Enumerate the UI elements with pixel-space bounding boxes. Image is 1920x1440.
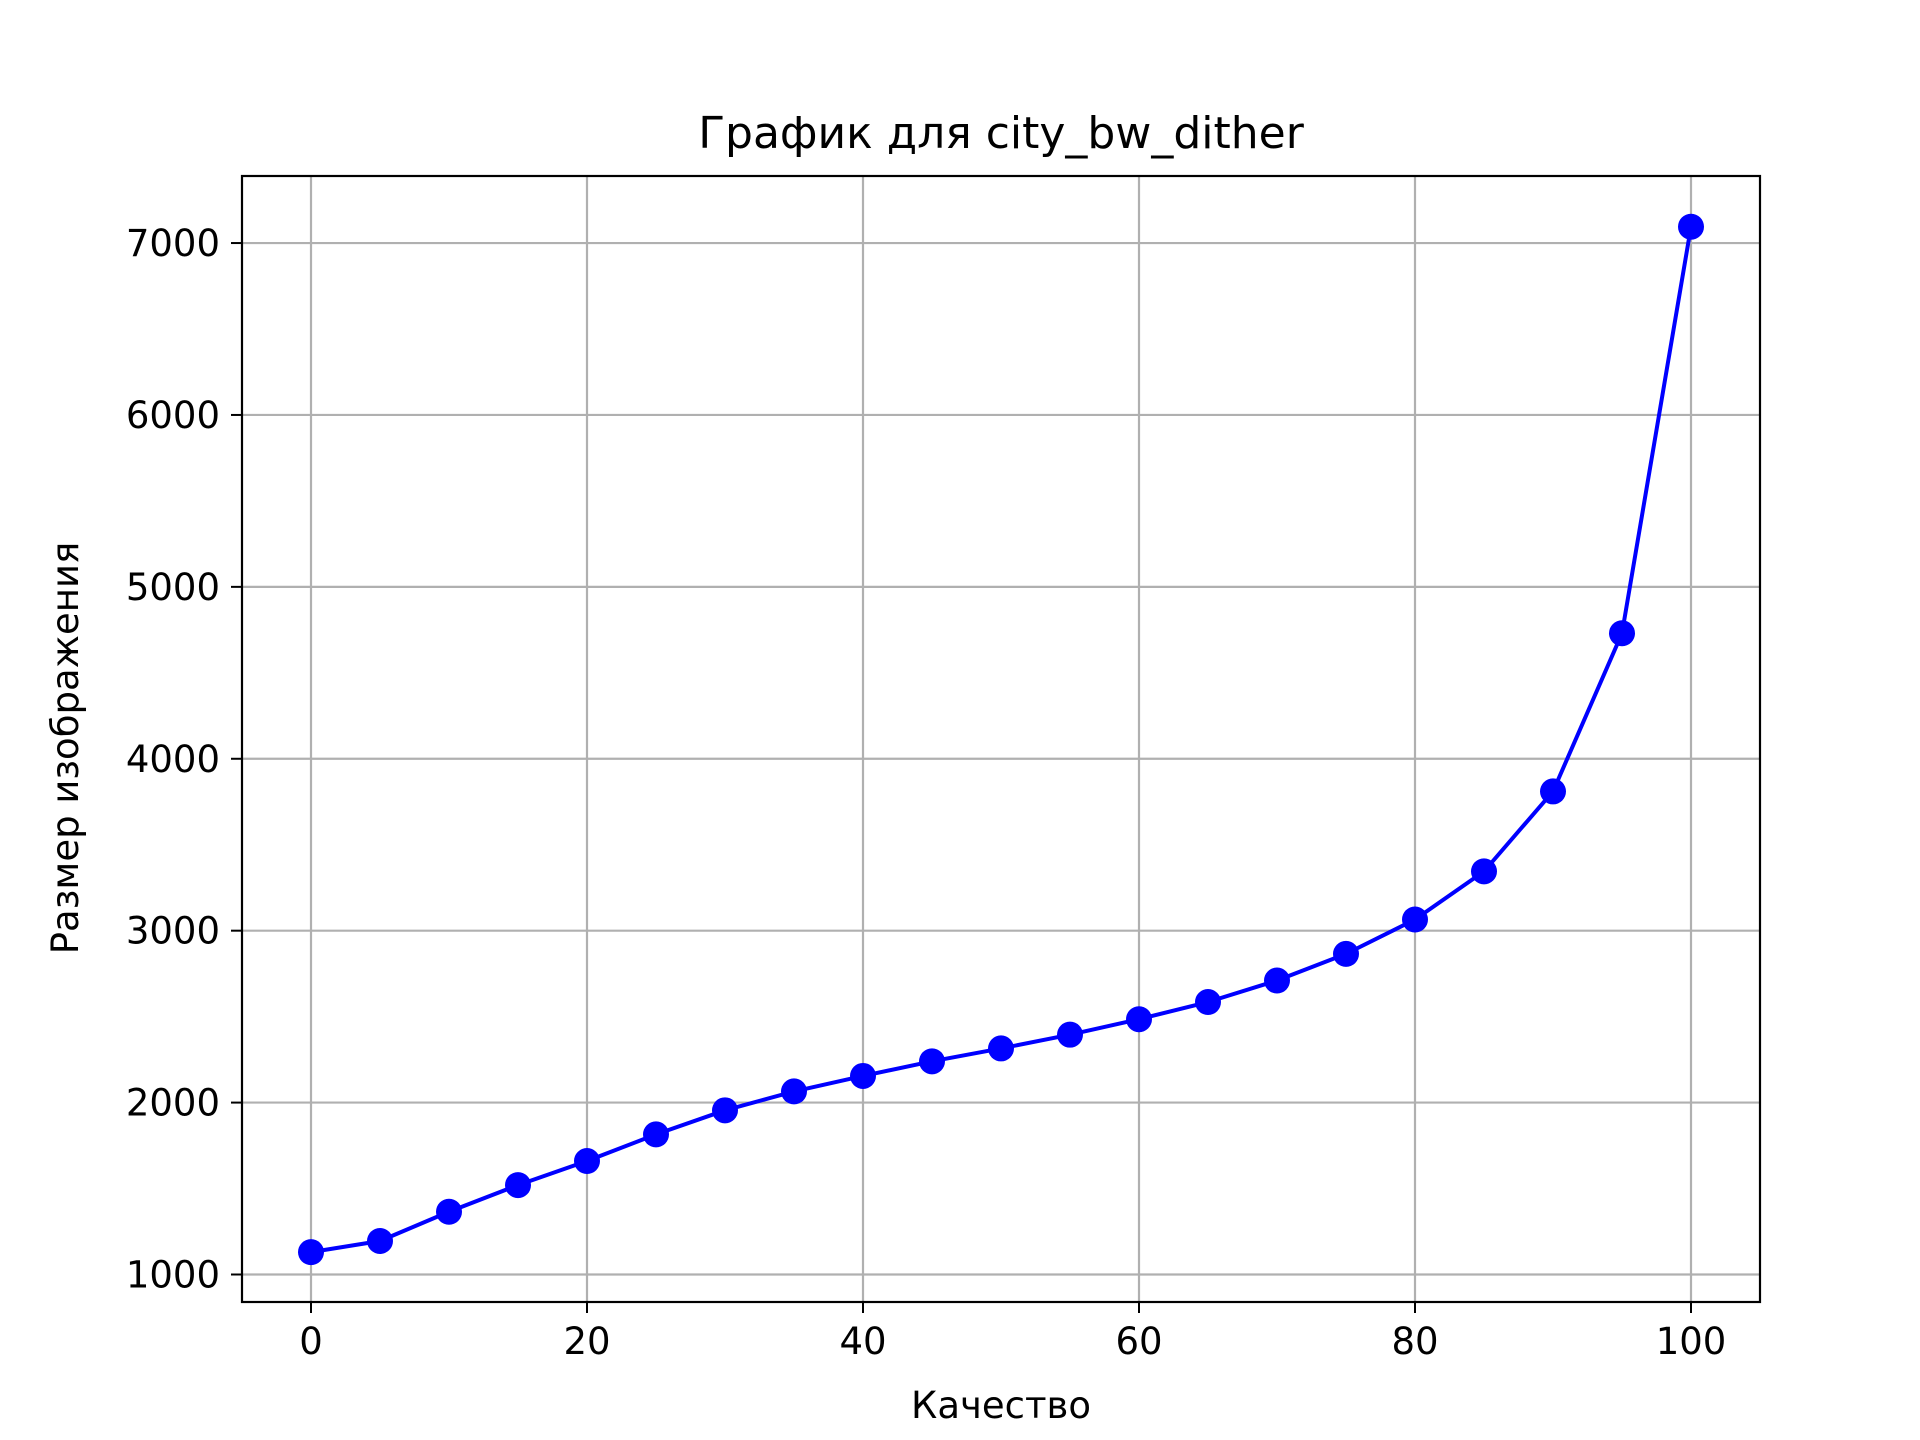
data-point — [850, 1062, 876, 1089]
data-point — [919, 1048, 945, 1075]
x-tick-label: 20 — [563, 1320, 610, 1363]
data-point — [643, 1121, 669, 1148]
data-point — [505, 1172, 531, 1199]
x-tick-label: 0 — [299, 1320, 323, 1363]
y-tick-label: 7000 — [126, 222, 220, 265]
x-tick-label: 80 — [1391, 1320, 1438, 1363]
data-point — [1540, 778, 1566, 805]
data-point — [574, 1148, 600, 1175]
data-point — [712, 1097, 738, 1124]
data-point — [367, 1227, 393, 1254]
data-point — [298, 1239, 324, 1266]
data-point — [1402, 906, 1428, 933]
data-point — [1195, 989, 1221, 1016]
grid — [242, 176, 1760, 1302]
ticks: 0 20 40 60 80 100 1000 2000 3000 4000 5000 6000 7000 — [126, 222, 1726, 1363]
data-point — [1126, 1006, 1152, 1033]
data-point — [1333, 940, 1359, 967]
chart-title: График для city_bw_dither — [698, 108, 1304, 159]
data-point — [781, 1078, 807, 1105]
plot-frame — [240, 174, 1762, 1304]
y-tick-label: 4000 — [126, 738, 220, 781]
data-point — [1609, 620, 1635, 647]
x-tick-label: 40 — [839, 1320, 886, 1363]
data-point — [1678, 213, 1704, 240]
data-point — [1057, 1021, 1083, 1048]
x-tick-label: 100 — [1656, 1320, 1727, 1363]
y-tick-label: 1000 — [126, 1253, 220, 1296]
data-point — [988, 1035, 1014, 1062]
x-axis-label: Качество — [911, 1384, 1091, 1427]
data-point — [436, 1198, 462, 1225]
y-tick-label: 6000 — [126, 394, 220, 437]
series-line — [310, 226, 1693, 1255]
y-tick-label: 3000 — [126, 910, 220, 953]
y-tick-label: 5000 — [126, 566, 220, 609]
y-axis-label: Размер изображения — [44, 542, 87, 955]
data-point — [1471, 858, 1497, 885]
data-point — [1264, 967, 1290, 994]
series-group — [298, 213, 1704, 1266]
y-tick-label: 2000 — [126, 1082, 220, 1125]
x-tick-label: 60 — [1115, 1320, 1162, 1363]
